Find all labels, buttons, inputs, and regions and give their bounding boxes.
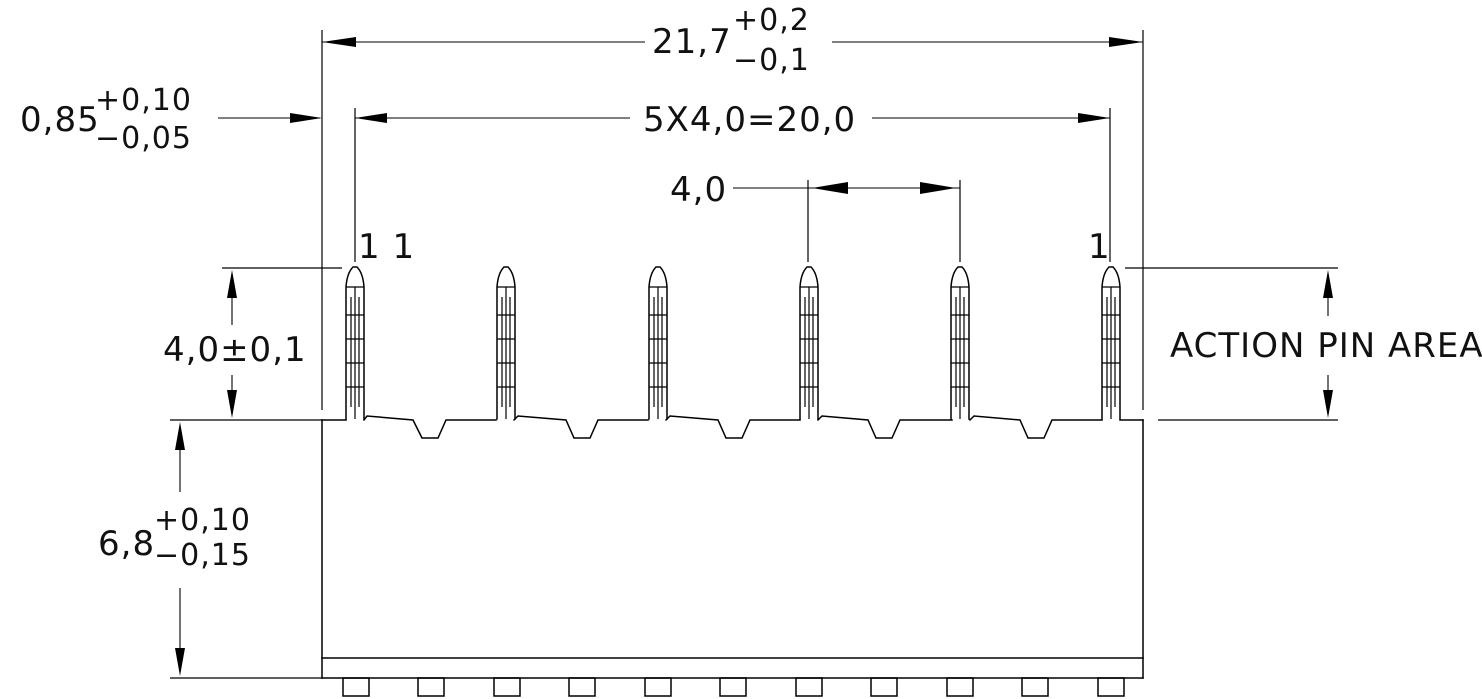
body-height-upper: +0,10 — [154, 503, 251, 538]
dimension-pin-span: 5X4,0=20,0 — [355, 100, 1110, 140]
dimension-pin-offset: 0,85 +0,10 −0,05 — [20, 83, 322, 156]
pin-2 — [496, 266, 516, 420]
terminal-feet — [342, 677, 1125, 697]
action-pin-area-label: ACTION PIN AREA — [1170, 326, 1482, 366]
pin-span-label: 5X4,0=20,0 — [643, 100, 856, 140]
pin-offset-base: 0,85 — [20, 100, 100, 140]
pin-marks-left: 1 1 — [358, 227, 415, 267]
pin-1 — [345, 266, 365, 420]
overall-width-lower: −0,1 — [733, 43, 810, 78]
pitch-label: 4,0 — [670, 170, 727, 210]
body-height-lower: −0,15 — [154, 538, 251, 573]
pin-offset-upper: +0,10 — [95, 83, 192, 118]
pin-3 — [648, 266, 668, 420]
overall-width-upper: +0,2 — [733, 3, 810, 38]
connector-body — [321, 415, 1144, 679]
dimension-overall-width: 21,7 +0,2 −0,1 — [322, 3, 1143, 78]
pin-5 — [950, 266, 970, 420]
extension-lines — [170, 30, 1338, 679]
pin-marks: 1 1 1 — [358, 227, 1111, 267]
pin-marks-right: 1 — [1088, 227, 1111, 267]
pin-4 — [799, 266, 819, 420]
dimension-pitch: 4,0 — [670, 170, 960, 210]
pin-offset-lower: −0,05 — [95, 121, 192, 156]
dimension-body-height: 6,8 +0,10 −0,15 — [98, 422, 251, 676]
pins — [345, 266, 1121, 420]
dimension-pin-height: 4,0±0,1 — [163, 270, 307, 418]
pin-6 — [1101, 266, 1121, 420]
dimension-action-pin-area: ACTION PIN AREA — [1170, 270, 1482, 418]
pin-height-label: 4,0±0,1 — [163, 330, 307, 370]
body-height-base: 6,8 — [98, 524, 155, 564]
overall-width-base: 21,7 — [652, 22, 732, 62]
